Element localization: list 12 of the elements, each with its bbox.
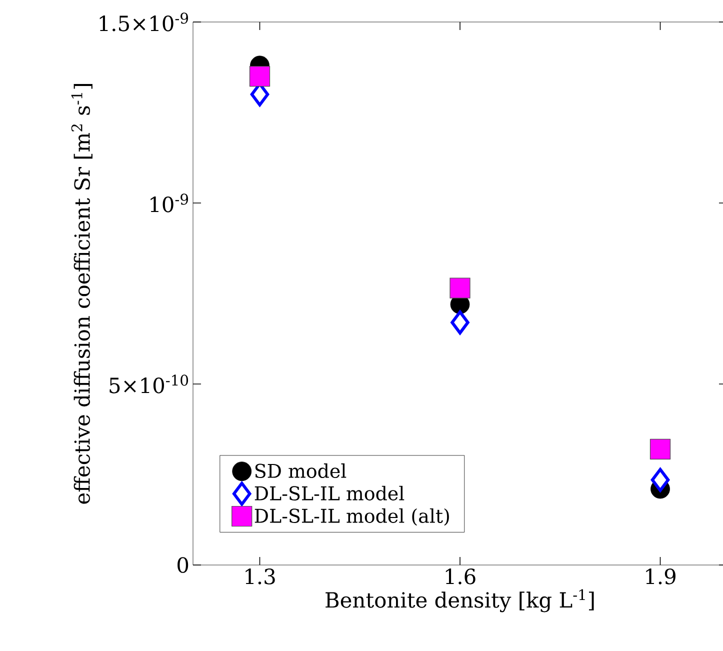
legend-label: SD model bbox=[255, 463, 346, 478]
x-tick-label: 1.6 bbox=[446, 568, 476, 584]
y-tick-label: 1.5×10$^{-9}$ bbox=[100, 12, 188, 32]
y-axis-title: effective diffusion coefficient Sr [m$^{2}$ s$^{-1}$] bbox=[71, 84, 92, 504]
legend-label: DL-SL-IL model (alt) bbox=[254, 508, 449, 526]
x-tick-label: 1.9 bbox=[646, 568, 676, 584]
y-tick-label: 10$^{-9}$ bbox=[150, 194, 188, 212]
legend-label: DL-SL-IL model bbox=[254, 486, 404, 500]
y-tick-label: 0 bbox=[178, 557, 188, 573]
x-tick-label: 1.3 bbox=[246, 568, 275, 584]
y-tick-label: 5×10$^{-10}$ bbox=[110, 374, 188, 394]
x-axis-title: Bentonite density [kg L$^{-1}$] bbox=[326, 589, 594, 612]
